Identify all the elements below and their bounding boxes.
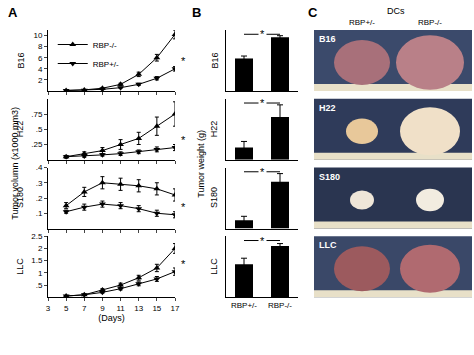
svg-text:*: * [181, 201, 186, 213]
svg-text:.1: .1 [36, 209, 43, 218]
svg-text:B16: B16 [319, 34, 336, 44]
svg-text:LLC: LLC [15, 258, 25, 275]
svg-text:C: C [308, 5, 318, 20]
svg-text:S180: S180 [209, 187, 219, 208]
svg-text:.2: .2 [36, 194, 43, 203]
svg-text:11: 11 [116, 304, 125, 313]
svg-text:B: B [192, 5, 201, 20]
svg-text:H22: H22 [209, 121, 219, 138]
svg-text:*: * [181, 134, 186, 146]
svg-text:13: 13 [134, 304, 143, 313]
svg-text:Tumor volumn (x1000 mm3): Tumor volumn (x1000 mm3) [10, 107, 20, 220]
svg-text:*: * [260, 166, 265, 178]
svg-text:RBP+/-: RBP+/- [349, 18, 375, 27]
svg-text:.4: .4 [36, 163, 43, 172]
svg-text:DCs: DCs [387, 6, 405, 16]
svg-text:A: A [8, 5, 18, 20]
svg-text:B16: B16 [210, 52, 220, 68]
svg-text:1.5: 1.5 [31, 256, 43, 265]
svg-text:.75: .75 [31, 110, 43, 119]
svg-text:3: 3 [46, 304, 51, 313]
svg-text:1: 1 [38, 269, 43, 278]
svg-text:.3: .3 [36, 179, 43, 188]
svg-text:H22: H22 [319, 103, 336, 113]
svg-text:B16: B16 [16, 52, 26, 68]
svg-text:LLC: LLC [209, 258, 219, 275]
svg-text:.5: .5 [36, 125, 43, 134]
svg-text:8: 8 [38, 42, 43, 51]
svg-text:17: 17 [171, 304, 180, 313]
svg-text:RBP-/-: RBP-/- [268, 301, 292, 310]
svg-text:RBP-/-: RBP-/- [418, 18, 442, 27]
svg-text:.25: .25 [31, 140, 43, 149]
svg-text:.5: .5 [36, 281, 43, 290]
svg-text:RBP+/-: RBP+/- [93, 60, 119, 69]
svg-text:15: 15 [152, 304, 161, 313]
svg-text:7: 7 [82, 304, 87, 313]
svg-text:*: * [181, 258, 186, 270]
svg-text:LLC: LLC [319, 240, 337, 250]
svg-text:Tumor weight (g): Tumor weight (g) [196, 130, 206, 198]
svg-text:RBP-/-: RBP-/- [93, 41, 117, 50]
svg-text:*: * [260, 235, 265, 247]
svg-text:6: 6 [38, 54, 43, 63]
svg-text:*: * [260, 97, 265, 109]
svg-text:*: * [181, 55, 186, 67]
svg-text:H22: H22 [15, 121, 25, 138]
svg-text:RBP+/-: RBP+/- [231, 301, 257, 310]
svg-text:9: 9 [100, 304, 105, 313]
svg-text:2: 2 [38, 76, 43, 85]
svg-text:2.5: 2.5 [31, 232, 43, 241]
svg-text:10: 10 [33, 31, 42, 40]
svg-text:*: * [260, 28, 265, 40]
svg-text:S180: S180 [319, 172, 340, 182]
svg-text:(Days): (Days) [98, 313, 125, 323]
svg-text:4: 4 [38, 65, 43, 74]
svg-text:2: 2 [38, 244, 43, 253]
svg-text:S180: S180 [15, 187, 25, 208]
svg-text:5: 5 [64, 304, 69, 313]
